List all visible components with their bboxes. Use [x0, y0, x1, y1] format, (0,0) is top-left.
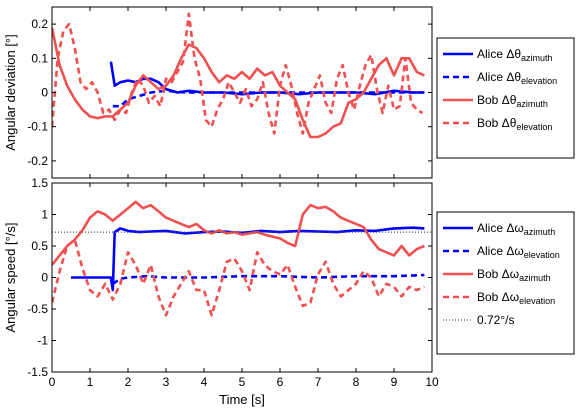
y-tick-label: -0.5	[27, 302, 48, 316]
x-tick-label: 8	[353, 375, 360, 389]
legend-entry-main: Bob Δθ	[477, 116, 517, 130]
x-tick-label: 3	[163, 375, 170, 389]
x-tick-label: 4	[201, 375, 208, 389]
legend-entry-4: 0.72°/s	[477, 313, 515, 327]
legend-entry-main: Alice Δω	[477, 244, 524, 258]
legend-entry-main: Alice Δθ	[477, 70, 521, 84]
legend-entry-subscript: elevation	[516, 122, 552, 132]
x-tick-label: 5	[239, 375, 246, 389]
y-tick-label: 0.1	[31, 51, 48, 65]
series-group	[52, 200, 432, 317]
legend-entry-1: Alice Δωelevation	[477, 244, 560, 260]
legend-entry-main: Bob Δθ	[477, 93, 517, 107]
legend-entry-main: Bob Δω	[477, 290, 519, 304]
legend-entry-subscript: azimuth	[521, 53, 553, 63]
series-line-2	[52, 200, 425, 266]
y-tick-label: -1.5	[27, 365, 48, 379]
series-line-3	[52, 238, 425, 317]
y-tick-label: 0.2	[31, 17, 48, 31]
y-tick-label: 1	[41, 208, 48, 222]
legend-entry-subscript: elevation	[519, 296, 555, 306]
top-panel-angular-deviation: -0.2 -0.1 0 0.1 0.2 Angular deviation [°] Alic…	[3, 6, 575, 179]
legend-entry-0: Alice Δωazimuth	[477, 221, 555, 237]
legend-entry-subscript: azimuth	[519, 273, 551, 283]
y-axis-label: Angular deviation [°]	[3, 34, 18, 151]
series-line-2	[52, 27, 425, 139]
x-tick-label: 10	[425, 375, 439, 389]
legend-entry-subscript: elevation	[521, 76, 557, 86]
y-tick-label: -0.2	[27, 154, 48, 168]
legend-entry-main: 0.72°/s	[477, 313, 515, 327]
legend-entry-subscript: azimuth	[524, 227, 556, 237]
legend-entry-subscript: elevation	[524, 250, 560, 260]
legend-entry-3: Bob Δθelevation	[477, 116, 552, 132]
y-tick-label: -1	[37, 334, 48, 348]
y-axis-label: Angular speed [°/s]	[3, 223, 18, 333]
y-tick-label: 0.5	[31, 239, 48, 253]
legend-entry-3: Bob Δωelevation	[477, 290, 555, 306]
legend-entry-2: Bob Δθazimuth	[477, 93, 548, 109]
legend-entry-2: Bob Δωazimuth	[477, 267, 551, 283]
x-tick-label: 9	[391, 375, 398, 389]
series-group	[52, 12, 425, 139]
y-tick-label: 0	[41, 86, 48, 100]
legend-entry-1: Alice Δθelevation	[477, 70, 557, 86]
y-tick-label: 0	[41, 271, 48, 285]
x-tick-label: 0	[49, 375, 56, 389]
legend-entry-subscript: azimuth	[516, 99, 548, 109]
bottom-panel-angular-speed: 0 1 2 3 4 5 6 7 8 9 10 -1.5 -1 -0.5 0 0.5 1 1.5 Angular sp…	[3, 176, 575, 407]
legend-entry-main: Alice Δθ	[477, 47, 521, 61]
x-tick-label: 2	[125, 375, 132, 389]
legend-entry-main: Alice Δω	[477, 221, 524, 235]
legend-entry-0: Alice Δθazimuth	[477, 47, 553, 63]
series-line-3	[52, 12, 424, 135]
x-axis-label: Time [s]	[219, 392, 265, 407]
legend-entry-main: Bob Δω	[477, 267, 519, 281]
x-tick-label: 6	[277, 375, 284, 389]
y-tick-label: -0.1	[27, 120, 48, 134]
x-tick-label: 1	[87, 375, 94, 389]
legend-box	[436, 211, 575, 355]
y-tick-label: 1.5	[31, 176, 48, 190]
x-tick-label: 7	[315, 375, 322, 389]
legend-box	[436, 37, 575, 159]
